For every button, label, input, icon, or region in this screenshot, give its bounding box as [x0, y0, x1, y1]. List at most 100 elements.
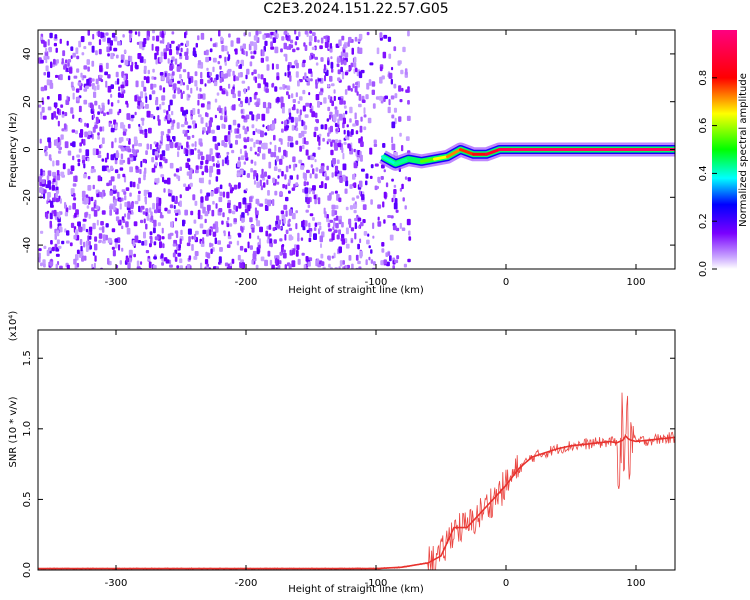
noise-speckle — [228, 231, 231, 237]
noise-speckle — [352, 123, 356, 127]
noise-speckle — [82, 218, 87, 222]
noise-speckle — [127, 123, 131, 129]
noise-speckle — [148, 192, 152, 198]
noise-speckle — [40, 111, 43, 116]
noise-speckle — [194, 53, 197, 58]
noise-speckle — [130, 202, 134, 209]
noise-speckle — [114, 242, 118, 249]
noise-speckle — [344, 52, 349, 58]
noise-speckle — [407, 30, 410, 37]
noise-speckle — [146, 143, 150, 150]
noise-speckle — [204, 259, 209, 265]
noise-speckle — [308, 68, 312, 74]
noise-speckle — [242, 125, 246, 130]
noise-speckle — [258, 244, 261, 249]
noise-speckle — [228, 124, 232, 131]
signal-segment — [407, 157, 423, 163]
noise-speckle — [344, 89, 348, 95]
noise-speckle — [70, 55, 73, 59]
noise-speckle — [86, 78, 90, 86]
noise-speckle — [283, 149, 287, 157]
noise-speckle — [210, 248, 213, 254]
noise-speckle — [332, 226, 335, 231]
noise-speckle — [240, 155, 245, 160]
noise-speckle — [170, 221, 174, 228]
noise-speckle — [119, 167, 124, 171]
noise-speckle — [159, 161, 162, 167]
noise-speckle — [290, 116, 294, 123]
noise-speckle — [305, 102, 310, 107]
noise-speckle — [93, 262, 96, 269]
noise-speckle — [327, 132, 330, 137]
noise-speckle — [405, 136, 410, 141]
noise-speckle — [243, 145, 247, 149]
noise-speckle — [370, 199, 373, 205]
noise-speckle — [332, 114, 337, 122]
noise-speckle — [137, 240, 142, 244]
noise-speckle — [333, 89, 336, 94]
noise-speckle — [314, 56, 318, 60]
noise-speckle — [260, 143, 265, 149]
noise-speckle — [154, 151, 159, 156]
noise-speckle — [188, 77, 191, 85]
noise-speckle — [47, 170, 52, 177]
colorbar: 0.00.20.40.60.8 Normalized spectral ampl… — [698, 30, 749, 277]
y-tick-label: -40 — [22, 237, 33, 253]
noise-speckle — [51, 185, 56, 191]
noise-speckle — [302, 226, 306, 231]
noise-speckle — [358, 103, 362, 108]
noise-speckle — [389, 234, 394, 241]
noise-speckle — [85, 240, 89, 248]
noise-speckle — [61, 58, 64, 64]
noise-speckle — [51, 210, 54, 214]
noise-speckle — [120, 84, 125, 89]
noise-speckle — [230, 40, 234, 47]
noise-speckle — [55, 74, 59, 78]
noise-speckle — [233, 204, 236, 210]
noise-speckle — [204, 211, 209, 217]
noise-speckle — [194, 169, 199, 174]
noise-speckle — [209, 72, 212, 76]
noise-speckle — [160, 51, 163, 57]
noise-speckle — [75, 88, 80, 93]
noise-speckle — [125, 100, 128, 105]
noise-speckle — [354, 222, 357, 230]
noise-speckle — [189, 182, 193, 187]
noise-speckle — [221, 107, 224, 115]
noise-speckle — [348, 255, 352, 261]
noise-speckle — [329, 75, 333, 82]
noise-speckle — [177, 87, 181, 94]
noise-speckle — [161, 236, 165, 240]
noise-speckle — [184, 121, 189, 125]
noise-speckle — [185, 162, 189, 169]
noise-speckle — [109, 205, 113, 210]
noise-speckle — [209, 229, 212, 236]
noise-speckle — [61, 240, 65, 245]
noise-speckle — [153, 241, 157, 246]
noise-speckle — [134, 111, 137, 116]
noise-speckle — [73, 197, 77, 201]
noise-speckle — [323, 207, 326, 215]
noise-speckle — [305, 193, 309, 198]
noise-speckle — [381, 164, 385, 169]
noise-speckle — [303, 121, 306, 126]
noise-speckle — [55, 193, 58, 198]
noise-speckle — [297, 232, 300, 239]
noise-speckle — [350, 88, 353, 92]
noise-speckle — [120, 59, 124, 63]
noise-speckle — [296, 108, 299, 114]
noise-speckle — [126, 113, 131, 120]
noise-speckle — [176, 265, 180, 269]
noise-speckle — [59, 265, 63, 269]
noise-speckle — [111, 141, 114, 149]
noise-speckle — [267, 199, 271, 207]
noise-speckle — [167, 209, 171, 214]
noise-speckle — [363, 107, 366, 114]
noise-speckle — [76, 249, 80, 255]
noise-speckle — [401, 145, 404, 152]
noise-speckle — [239, 245, 244, 251]
noise-speckle — [129, 192, 132, 197]
noise-speckle — [266, 33, 270, 38]
noise-speckle — [312, 185, 316, 191]
